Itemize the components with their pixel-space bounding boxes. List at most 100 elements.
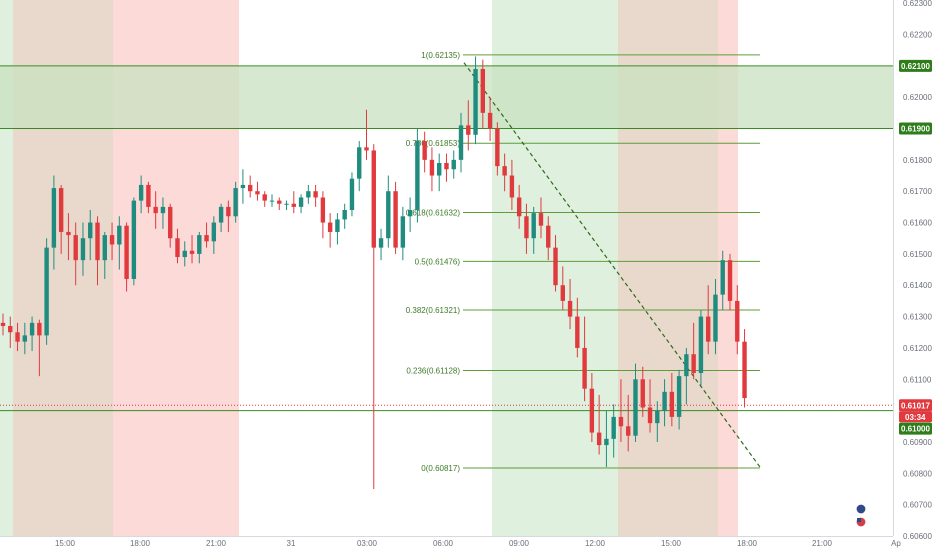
price-tick-label: 0.61500 [903, 250, 932, 259]
candle-body [153, 206, 158, 214]
candle-body [226, 206, 231, 217]
candle-body [444, 162, 449, 170]
candle-body [589, 388, 595, 433]
price-tick-label: 0.61800 [903, 156, 932, 165]
price-tick-label: 0.62200 [903, 30, 932, 39]
support-level-tag-text: 0.61000 [901, 425, 930, 434]
candle-body [117, 225, 122, 245]
candle-body [342, 210, 347, 220]
candle-body [15, 332, 20, 342]
price-tick-label: 0.61400 [903, 281, 932, 290]
candle-body [284, 203, 289, 205]
candle-body [80, 238, 86, 261]
fib-level-label: 1(0.62135) [421, 51, 460, 60]
time-axis[interactable]: 15:00 18:00 21:00 31 03:00 06:00 09:00 12:00 15:… [55, 539, 901, 548]
candle-body [567, 300, 573, 317]
candle-body [247, 184, 253, 192]
candle-body [88, 222, 93, 239]
time-tick-label: Ap [891, 539, 901, 548]
candle-body [451, 159, 456, 170]
candle-body [66, 231, 71, 236]
time-tick-label: 21:00 [812, 539, 833, 548]
candle-body [480, 68, 486, 113]
candle-body [22, 335, 28, 342]
candle-body [495, 128, 500, 167]
fib-level-label: 0.786(0.61853) [406, 139, 461, 148]
candle-body [684, 354, 689, 377]
candle-body [429, 159, 435, 176]
candle-body [44, 247, 49, 336]
candle-body [400, 216, 406, 248]
time-tick-label: 31 [287, 539, 296, 548]
candle-body [109, 235, 115, 245]
zone-top-tag-text: 0.62100 [901, 62, 930, 71]
candle-body [29, 322, 35, 336]
candle-body [553, 247, 558, 286]
zone-top-tag [899, 59, 932, 72]
candle-body [102, 235, 107, 261]
flag-icon-us-canton [857, 518, 861, 522]
candle-body [705, 316, 711, 342]
support-level-tag [899, 422, 932, 435]
candle-body [633, 379, 638, 436]
candle-body [393, 191, 398, 248]
candle-body [189, 250, 195, 254]
candle-body [240, 184, 246, 189]
time-tick-label: 18:00 [737, 539, 758, 548]
candle-body [298, 197, 304, 207]
candle-body [364, 147, 369, 151]
candle-body [596, 432, 602, 446]
candle-body [233, 188, 238, 217]
candle-body [713, 294, 718, 342]
candle-body [720, 260, 725, 295]
price-axis-tags: 0.62100 0.61900 0.61017 03:34 0.61000 [899, 59, 932, 435]
candle-body [0, 322, 6, 326]
candle-body [58, 188, 64, 232]
price-tick-label: 0.61600 [903, 219, 932, 228]
price-tick-label: 0.60700 [903, 501, 932, 510]
candle-body [516, 197, 522, 217]
candle-body [335, 219, 340, 232]
fib-level-label: 0.236(0.61128) [406, 366, 460, 375]
candle-body [611, 416, 616, 439]
fib-level-label: 0(0.60817) [421, 464, 460, 473]
supply-zone [0, 65, 893, 130]
flag-icon-au[interactable] [855, 503, 867, 515]
time-tick-label: 18:00 [130, 539, 151, 548]
candle-body [291, 203, 296, 207]
candle-body [313, 191, 318, 198]
time-tick-label: 06:00 [433, 539, 454, 548]
candle-body [124, 225, 129, 279]
candle-body [502, 166, 507, 176]
zone-fill [0, 65, 893, 129]
candle-body [277, 200, 282, 204]
candle-body [546, 225, 551, 248]
candle-body [255, 191, 260, 195]
price-tick-label: 0.61700 [903, 187, 932, 196]
candle-body [371, 150, 376, 248]
event-flags[interactable] [855, 503, 867, 528]
candle-body [182, 250, 187, 258]
fibonacci-retracement[interactable]: 1(0.62135) 0.786(0.61853) 0.618(0.61632) 0.… [406, 51, 760, 473]
price-axis[interactable]: 0.60600 0.60700 0.60800 0.60900 0.61000 0.611… [903, 0, 932, 541]
candle-body [538, 213, 544, 226]
candle-body [640, 379, 645, 408]
candle-body [560, 285, 565, 301]
candle-body [320, 197, 326, 223]
candle-body [131, 200, 137, 279]
time-tick-label: 21:00 [206, 539, 227, 548]
candle-body [51, 188, 57, 248]
candle-body [604, 438, 609, 446]
candle-body [160, 206, 166, 214]
current-price-tag [899, 399, 932, 412]
candle-body [422, 141, 427, 160]
candle-body [175, 238, 180, 258]
candle-body [349, 178, 355, 211]
candle-body [37, 322, 42, 336]
candle-body [676, 376, 682, 417]
session-band [0, 0, 13, 536]
candle-body [306, 191, 311, 198]
price-tick-label: 0.61200 [903, 344, 932, 353]
candle-body [437, 162, 442, 176]
